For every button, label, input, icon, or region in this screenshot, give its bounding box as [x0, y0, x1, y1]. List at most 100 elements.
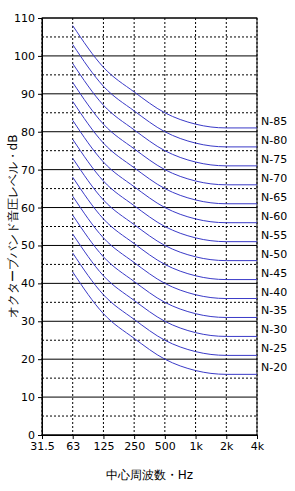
grid-line: [42, 131, 257, 132]
tick-mark: [134, 435, 135, 439]
tick-label: 500: [155, 440, 176, 453]
minor-grid-line: [42, 36, 257, 37]
tick-mark: [38, 170, 42, 171]
minor-grid-line: [42, 340, 257, 341]
series-line: [73, 120, 257, 222]
y-axis-title: オクターブバンド音圧レベル・dB: [6, 135, 20, 319]
grid-line: [42, 397, 257, 398]
axis-line: [38, 19, 43, 436]
minor-grid-line: [42, 264, 257, 265]
tick-mark: [38, 245, 42, 246]
series-line: [73, 45, 257, 147]
tick: 20: [21, 353, 42, 366]
tick: 110: [14, 12, 42, 25]
legend-label: N-75: [261, 153, 287, 166]
tick: 31.5: [30, 435, 55, 453]
lines: [73, 26, 257, 375]
tick-label: 60: [21, 202, 35, 215]
minor-grid-line: [42, 150, 257, 151]
legend-label: N-40: [261, 286, 287, 299]
legend-label: N-35: [261, 304, 287, 317]
tick-label: 63: [66, 440, 80, 453]
grid-line: [42, 55, 257, 56]
series-line: [73, 177, 257, 279]
tick-mark: [38, 94, 42, 95]
tick-label: 110: [14, 12, 35, 25]
series-line: [73, 101, 257, 203]
chart: 010203040506070809010011031.563125250500…: [0, 0, 295, 491]
series-line: [73, 272, 257, 374]
tick: 70: [21, 164, 42, 177]
legend: N-20N-25N-30N-35N-40N-45N-50N-55N-60N-65…: [261, 115, 287, 374]
tick: 100: [14, 50, 42, 63]
tick-label: 100: [14, 50, 35, 63]
minor-grid-line: [42, 302, 257, 303]
tick-mark: [38, 132, 42, 133]
plot: 010203040506070809010011031.563125250500…: [14, 12, 287, 453]
tick: 10: [21, 391, 42, 404]
tick: 60: [21, 202, 42, 215]
tick-mark: [38, 321, 42, 322]
legend-label: N-85: [261, 115, 287, 128]
tick-mark: [38, 208, 42, 209]
tick-mark: [38, 283, 42, 284]
legend-label: N-45: [261, 267, 287, 280]
minor-grid-line: [42, 188, 257, 189]
grid: [42, 18, 257, 435]
tick-mark: [38, 435, 42, 436]
tick-label: 1k: [189, 440, 203, 453]
grid-line: [226, 18, 227, 435]
tick: 2k: [220, 435, 234, 453]
tick: 50: [21, 239, 42, 252]
tick-mark: [38, 397, 42, 398]
legend-label: N-20: [261, 361, 287, 374]
tick-label: 80: [21, 126, 35, 139]
tick: 500: [155, 435, 176, 453]
minor-grid-line: [42, 226, 257, 227]
tick-mark: [257, 435, 258, 439]
tick: 125: [93, 435, 114, 453]
tick-label: 50: [21, 239, 35, 252]
tick-label: 20: [21, 353, 35, 366]
grid-line: [42, 207, 257, 208]
series-line: [73, 26, 257, 128]
series-line: [73, 253, 257, 355]
legend-label: N-65: [261, 191, 287, 204]
legend-label: N-55: [261, 229, 287, 242]
series-line: [73, 158, 257, 260]
legend-label: N-30: [261, 323, 287, 336]
tick-mark: [38, 359, 42, 360]
minor-grid-line: [42, 378, 257, 379]
tick-label: 90: [21, 88, 35, 101]
grid-line: [42, 169, 257, 170]
grid-line: [42, 359, 257, 360]
legend-label: N-80: [261, 134, 287, 147]
series-line: [73, 63, 257, 165]
tick-label: 70: [21, 164, 35, 177]
tick-label: 31.5: [30, 440, 55, 453]
tick: 4k: [251, 435, 265, 453]
tick-label: 250: [124, 440, 145, 453]
tick: 30: [21, 315, 42, 328]
tick-label: 30: [21, 315, 35, 328]
minor-grid-line: [42, 74, 257, 75]
tick-mark: [73, 435, 74, 439]
grid-line: [42, 245, 257, 246]
tick-mark: [226, 435, 227, 439]
tick-mark: [38, 18, 42, 19]
legend-label: N-50: [261, 248, 287, 261]
tick-mark: [38, 56, 42, 57]
grid-line: [42, 321, 257, 322]
tick-mark: [196, 435, 197, 439]
tick-mark: [103, 435, 104, 439]
tick-label: 40: [21, 277, 35, 290]
series-line: [73, 215, 257, 317]
grid-line: [42, 93, 257, 94]
x-axis-title: 中心周波数・Hz: [106, 468, 193, 482]
tick-mark: [165, 435, 166, 439]
tick: 90: [21, 88, 42, 101]
tick: 1k: [189, 435, 203, 453]
series-line: [73, 196, 257, 298]
minor-grid-line: [42, 112, 257, 113]
grid-line: [195, 18, 196, 435]
